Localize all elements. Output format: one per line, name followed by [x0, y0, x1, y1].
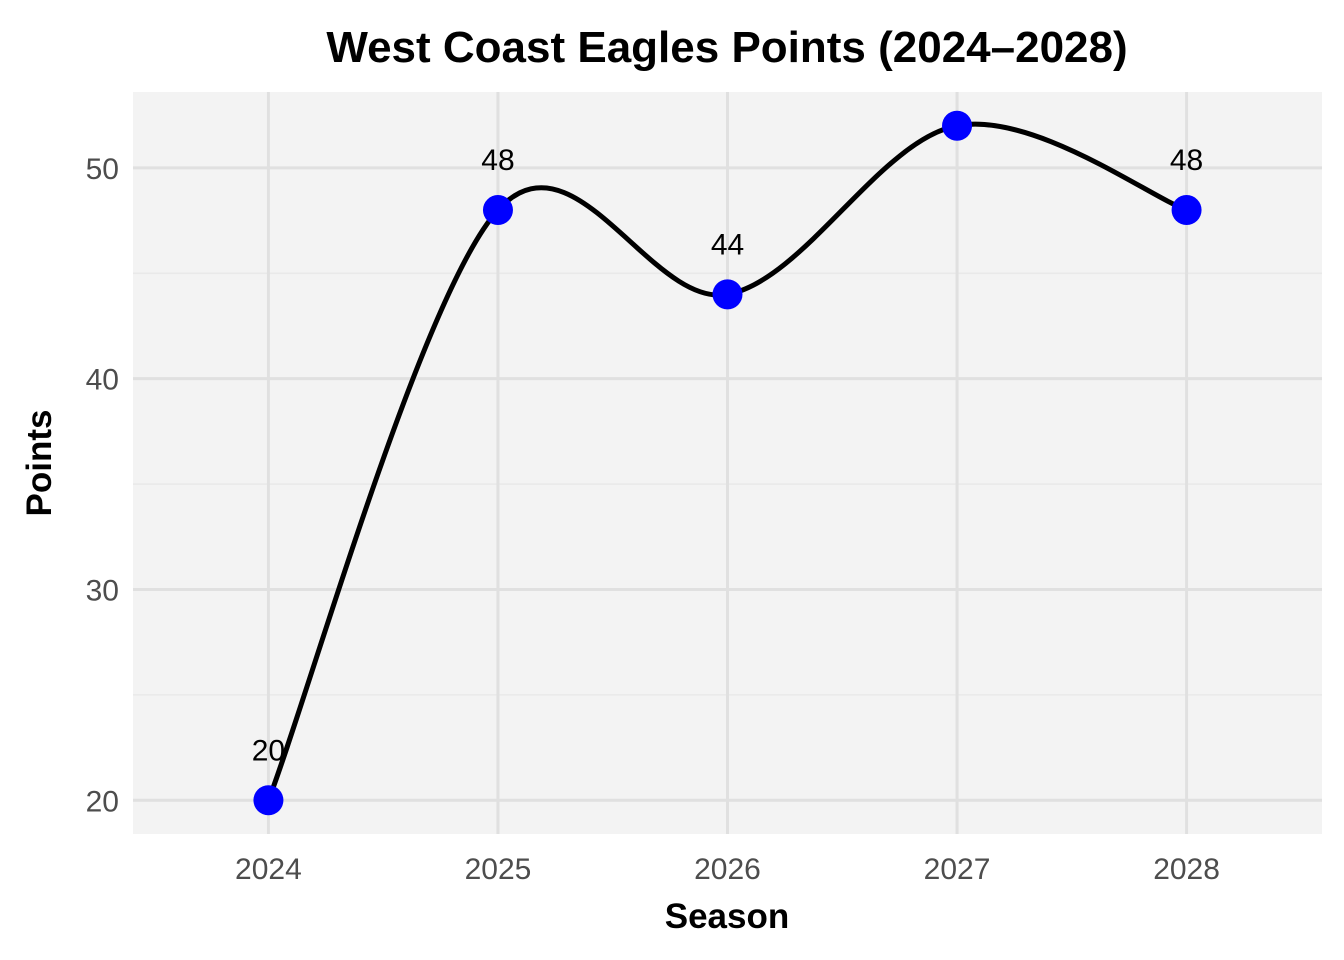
data-label-2024: 20: [252, 734, 285, 767]
data-label-2025: 48: [481, 144, 514, 177]
y-tick-label: 50: [86, 153, 119, 186]
chart-title: West Coast Eagles Points (2024–2028): [326, 23, 1127, 72]
data-points: [253, 110, 1202, 816]
data-labels: 20 48 44 48: [252, 144, 1204, 767]
x-tick-label: 2026: [694, 853, 761, 886]
data-point-2027: [942, 110, 973, 141]
data-point-2026: [712, 279, 743, 310]
x-axis-ticks: 2024 2025 2026 2027 2028: [235, 853, 1220, 886]
y-tick-label: 30: [86, 574, 119, 607]
data-point-2028: [1171, 195, 1202, 226]
y-axis-title: Points: [20, 410, 59, 517]
x-axis-title: Season: [665, 897, 790, 936]
y-tick-label: 20: [86, 785, 119, 818]
data-point-2024: [253, 785, 284, 816]
x-tick-label: 2025: [465, 853, 532, 886]
y-axis-ticks: 20 30 40 50: [86, 153, 119, 818]
x-tick-label: 2027: [924, 853, 991, 886]
data-label-2028: 48: [1170, 144, 1203, 177]
y-tick-label: 40: [86, 364, 119, 397]
x-tick-label: 2024: [235, 853, 302, 886]
data-point-2025: [482, 195, 513, 226]
data-label-2026: 44: [711, 228, 744, 261]
series-line: [266, 121, 1188, 802]
x-tick-label: 2028: [1153, 853, 1220, 886]
